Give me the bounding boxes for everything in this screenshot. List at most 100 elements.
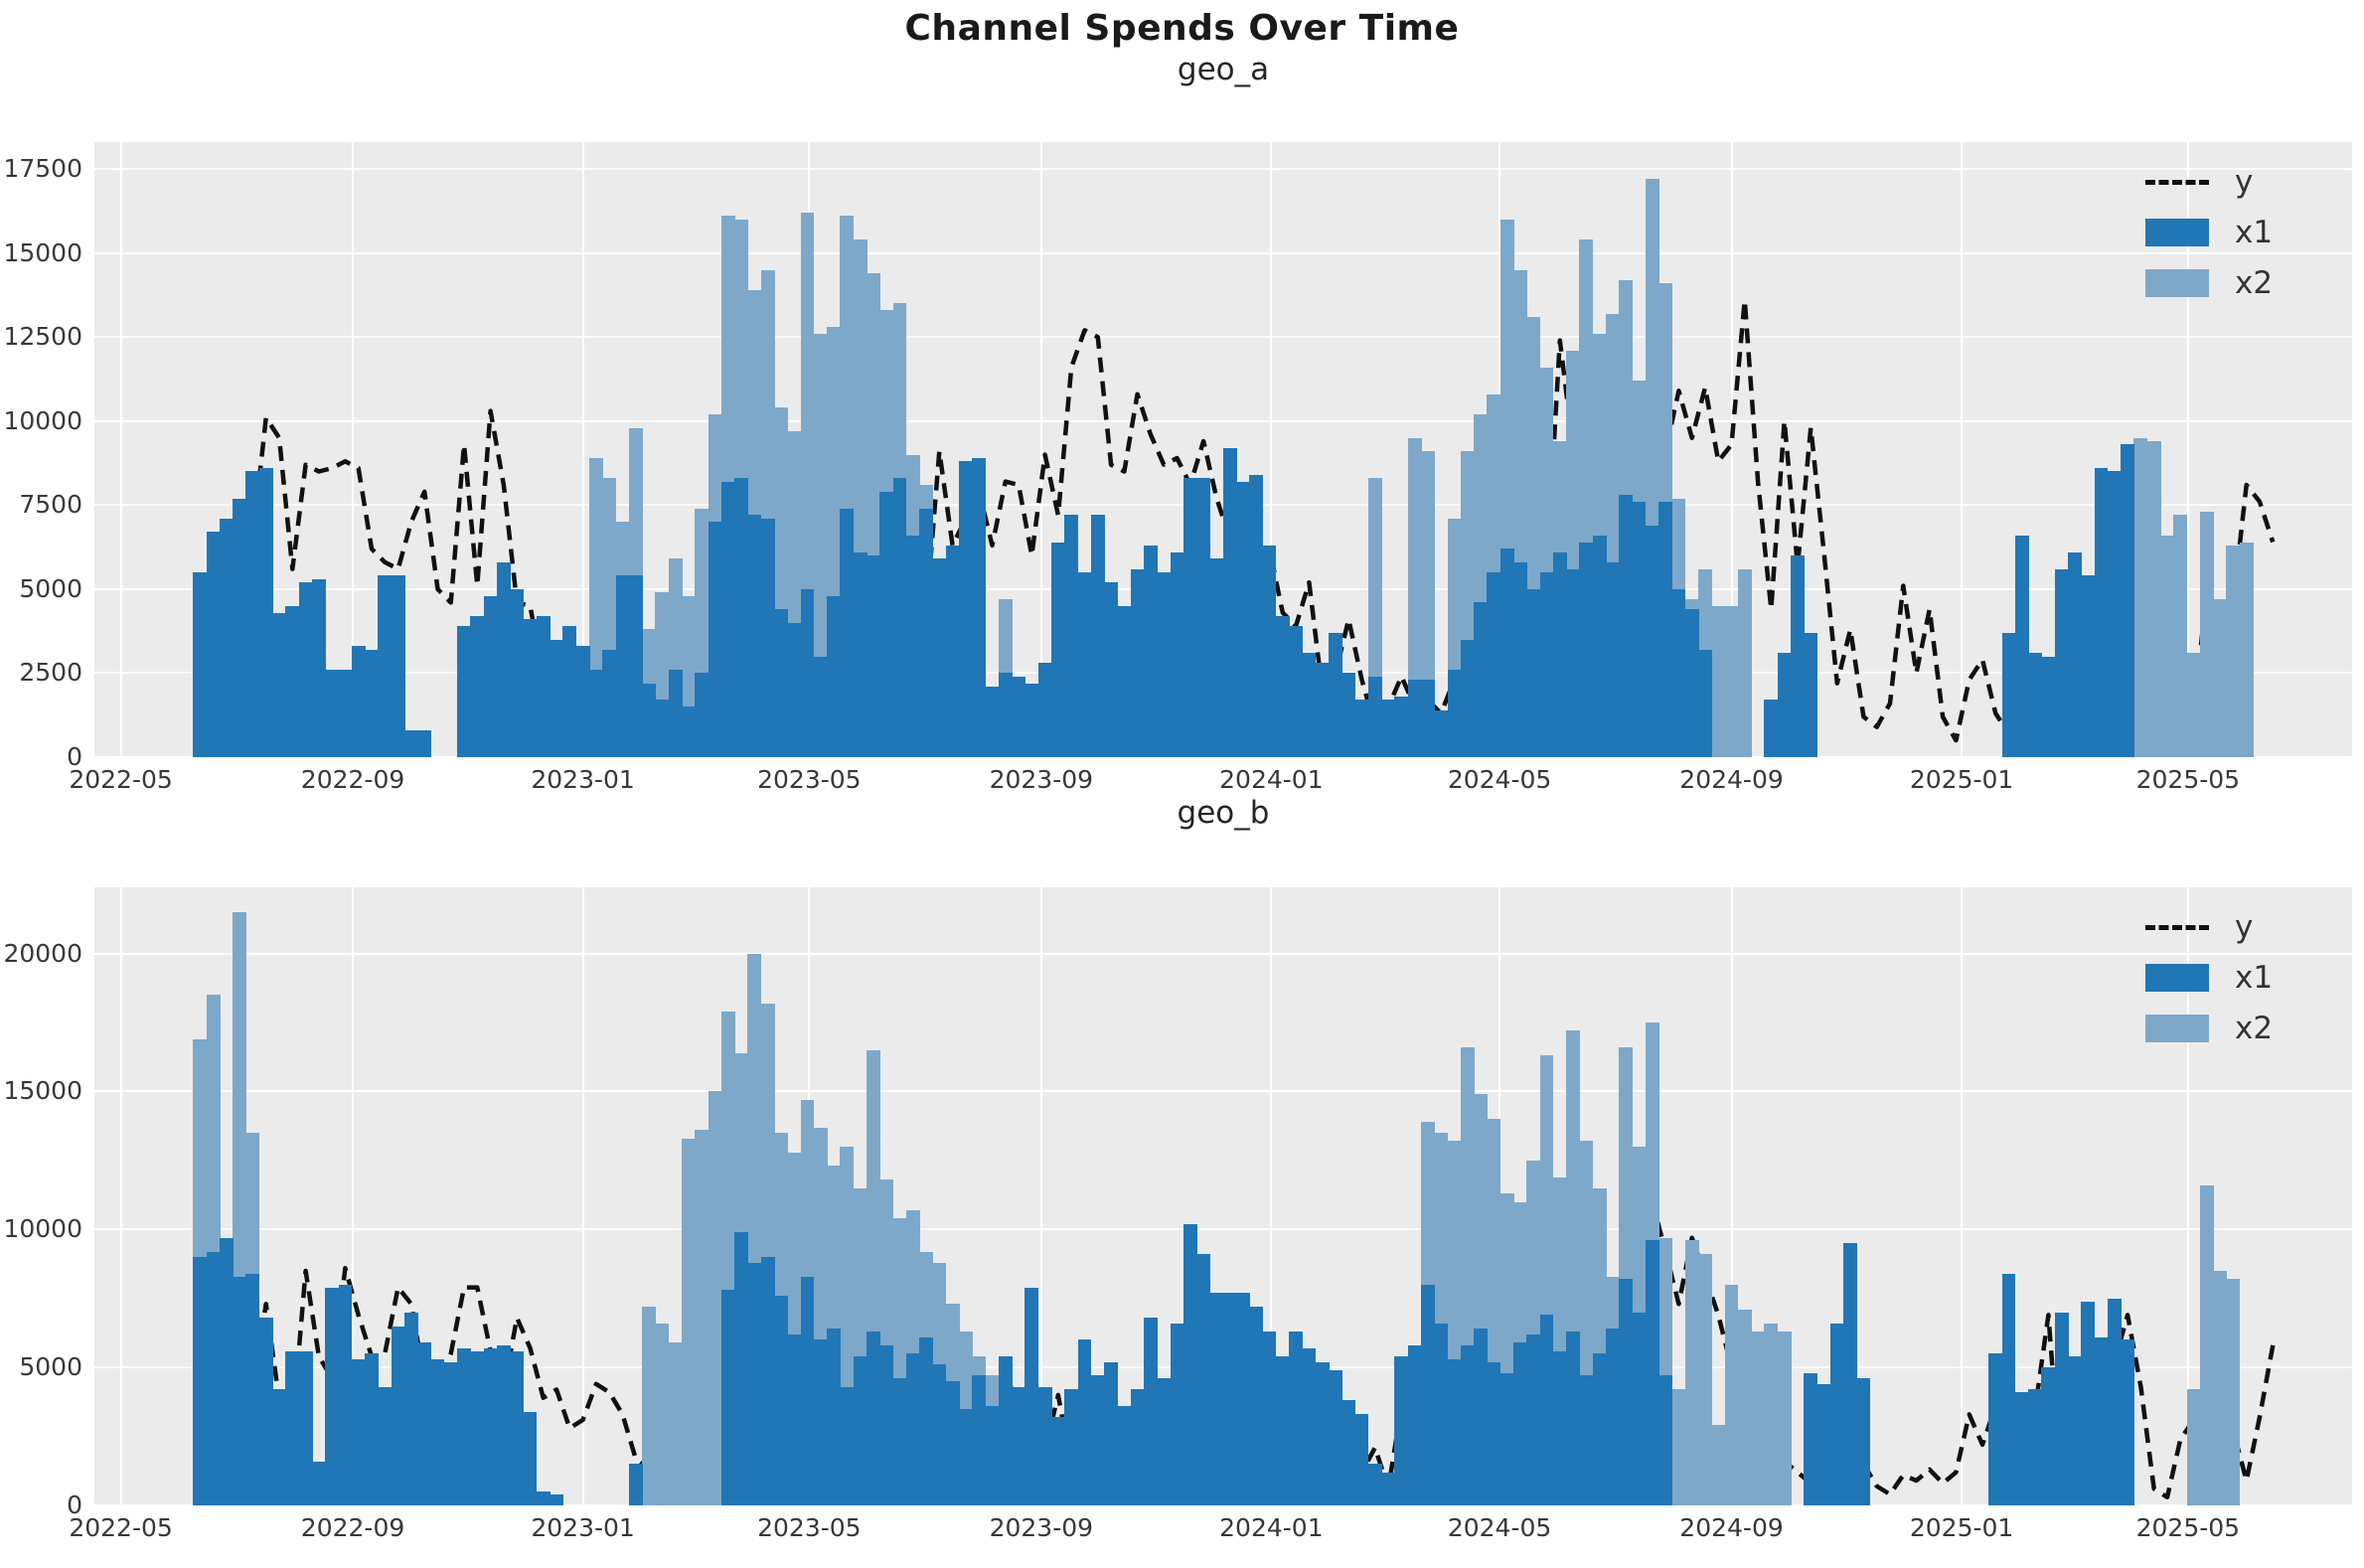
bar-x1	[2068, 1356, 2082, 1505]
bar-x1	[1104, 582, 1118, 757]
bar-x1	[2054, 568, 2069, 757]
gridline-horizontal	[94, 336, 2352, 339]
bar-x2	[1671, 1389, 1686, 1505]
bar-x1	[1367, 676, 1382, 757]
bar-x1	[1341, 673, 1356, 757]
x-axis-tick-label: 2024-09	[1679, 1513, 1784, 1542]
bar-x1	[562, 626, 577, 757]
bar-x1	[905, 535, 920, 757]
bar-x1	[773, 1295, 788, 1505]
bar-x1	[1764, 700, 1779, 757]
bar-x1	[879, 1344, 894, 1505]
bar-x1	[206, 532, 221, 757]
bar-x1	[1539, 571, 1554, 757]
plot-area-geo-a: y x1 x2	[94, 142, 2352, 758]
gridline-vertical	[1961, 887, 1964, 1505]
subplot-title-geo-a: geo_a	[1177, 52, 1270, 87]
bar-x1	[945, 1381, 960, 1505]
legend-item-x1: x1	[2145, 215, 2294, 250]
bar-x1	[1077, 571, 1092, 757]
bar-x1	[1090, 515, 1105, 757]
bar-x2	[1751, 1332, 1766, 1505]
bar-x1	[2121, 444, 2135, 757]
bar-x1	[2054, 1312, 2069, 1505]
gridline-vertical	[119, 142, 122, 757]
bar-x1	[1289, 1332, 1303, 1505]
legend-label-y: y	[2235, 909, 2254, 945]
bar-x1	[708, 522, 722, 757]
bar-x1	[1354, 700, 1369, 757]
bar-x1	[496, 561, 511, 757]
bar-x1	[985, 1406, 1000, 1505]
dashed-line-swatch-icon	[2145, 179, 2209, 185]
bar-x1	[1222, 1293, 1237, 1505]
bar-x1	[1235, 1293, 1250, 1505]
bar-x1	[1777, 653, 1792, 757]
bar-x2	[2226, 545, 2241, 757]
bar-x1	[2028, 653, 2043, 757]
bar-x2	[2199, 512, 2214, 757]
bar-x1	[378, 1386, 393, 1505]
bar-x2	[1407, 437, 1422, 757]
bar-x1	[523, 1411, 538, 1505]
bar-x2	[1737, 568, 1752, 757]
bar-x1	[853, 1356, 867, 1505]
bar-x1	[787, 622, 802, 757]
bar-x1	[1381, 1472, 1395, 1505]
x-axis-tick-label: 2022-09	[300, 1513, 405, 1542]
bar-x1	[1791, 555, 1805, 757]
bar-x1	[1050, 542, 1065, 757]
x-axis-tick-label: 2024-09	[1679, 765, 1784, 794]
y-axis-tick-label: 15000	[3, 237, 82, 267]
bar-x2	[695, 1130, 709, 1505]
bar-x1	[1474, 1329, 1489, 1505]
bar-x1	[206, 1251, 221, 1505]
y-axis-tick-label: 10000	[3, 1214, 82, 1244]
bar-x1	[958, 1408, 973, 1505]
bar-x1	[2081, 1301, 2096, 1505]
bar-x1	[233, 498, 247, 757]
x-axis-tick-label: 2023-01	[531, 765, 635, 794]
x-axis-tick-label: 2022-09	[300, 765, 405, 794]
bar-x2	[681, 1138, 696, 1505]
bar-x1	[1566, 1332, 1581, 1505]
bar-x1	[734, 1232, 748, 1505]
bar-x1	[550, 1493, 563, 1505]
bar-x1	[1434, 1323, 1449, 1505]
bar-x1	[1130, 1389, 1145, 1505]
bar-x1	[1420, 1284, 1435, 1505]
bar-x1	[1526, 1333, 1541, 1505]
bar-x1	[1606, 561, 1620, 757]
bar-x1	[1447, 670, 1462, 757]
bar-x1	[642, 683, 656, 757]
bar-x1	[1050, 1417, 1065, 1505]
bar-x1	[1606, 1329, 1620, 1505]
bar-x1	[588, 670, 603, 757]
bar-x1	[365, 1353, 379, 1505]
bar-x1	[457, 626, 471, 757]
bar-x1	[417, 1342, 432, 1505]
bar-x1	[1024, 683, 1039, 757]
bar-x1	[2041, 656, 2056, 757]
x-axis-tick-label: 2023-05	[757, 765, 862, 794]
bar-x1	[219, 518, 234, 757]
bar-x1	[905, 1353, 920, 1505]
figure-title: Channel Spends Over Time	[904, 8, 1460, 49]
gridline-vertical	[119, 887, 122, 1505]
bar-x1	[1182, 478, 1197, 757]
bar-x1	[760, 1257, 775, 1505]
bar-x1	[1698, 649, 1712, 757]
bar-x1	[1012, 1386, 1025, 1505]
x-axis-tick-label: 2025-05	[2135, 1513, 2241, 1542]
y-axis-tick-label: 0	[67, 1490, 82, 1519]
gridline-vertical	[1730, 142, 1733, 757]
bar-x1	[998, 1356, 1013, 1505]
y-axis-tick-label: 5000	[19, 573, 82, 603]
x-axis-tick-label: 2025-01	[1909, 1513, 2014, 1542]
x-axis-tick-label: 2024-05	[1447, 1513, 1552, 1542]
bar-x1	[1856, 1378, 1871, 1505]
bar-x1	[1315, 663, 1330, 757]
bar-x1	[1684, 609, 1699, 757]
bar-x1	[285, 1350, 300, 1505]
bar-x2	[1684, 1240, 1699, 1505]
